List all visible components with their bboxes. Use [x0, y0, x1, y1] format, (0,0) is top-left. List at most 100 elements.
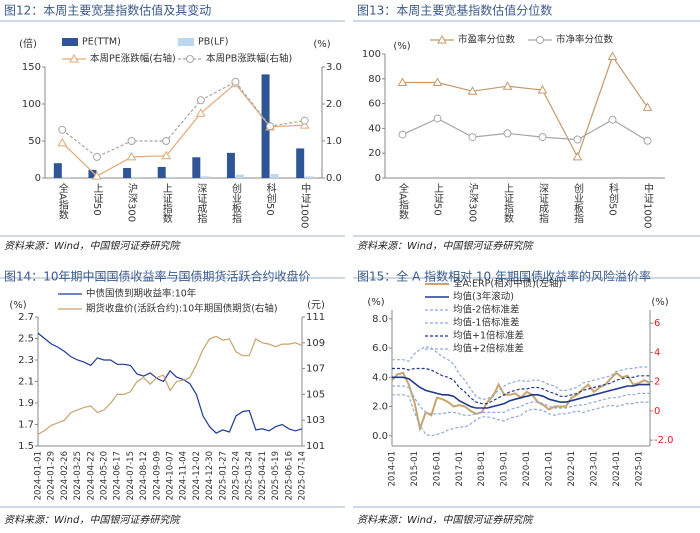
y-axis-unit: (%) [393, 41, 410, 52]
series-line [392, 394, 650, 437]
y2-tick-label: 111 [306, 312, 325, 323]
marker [162, 137, 171, 145]
series-line [392, 376, 650, 409]
x-tick-label: 2016-01 [432, 451, 442, 487]
bar [166, 176, 175, 178]
x-tick-label: 2024-06-17 [113, 451, 123, 500]
y-tick-label: 4.0 [372, 372, 388, 383]
marker [161, 150, 172, 160]
source-note: 资料来源：Wind，中国银河证券研究院 [4, 514, 181, 526]
source-note: 资料来源：Wind，中国银河证券研究院 [4, 240, 181, 252]
marker [433, 114, 442, 123]
marker [196, 96, 205, 105]
y-axis-unit: (%) [367, 297, 384, 308]
x-tick-label: 2025-02-24 [232, 451, 242, 500]
y2-axis-unit: (%) [313, 39, 330, 50]
marker [536, 36, 544, 44]
y-tick-label: 0 [375, 173, 381, 184]
legend-label: 市净率分位数 [556, 34, 614, 46]
marker [92, 152, 101, 161]
y-tick-label: 2.3 [18, 355, 34, 366]
x-tick-label: 2025-04-21 [258, 451, 268, 500]
x-tick-label: 2024-01-29 [47, 451, 57, 500]
y-tick-label: 2.1 [18, 377, 34, 388]
x-tick-label: 2024-09-09 [152, 451, 162, 500]
y2-tick-label: 2 [654, 377, 660, 388]
x-tick-label: 全A指数 [56, 182, 68, 221]
chart-title: 图13：本周主要宽基指数估值分位数 [357, 3, 552, 18]
x-tick-label: 2022-01 [567, 451, 577, 487]
series-line [402, 55, 648, 159]
marker [502, 81, 513, 90]
marker [266, 122, 275, 131]
x-tick-label: 2024-12-30 [205, 451, 215, 500]
x-tick-label: 创业板指 [572, 182, 584, 224]
y-tick-label: 150 [22, 62, 41, 73]
x-tick-label: 2018-01 [477, 451, 487, 487]
bar [157, 166, 166, 178]
marker [642, 102, 653, 111]
y-tick-label: 60 [368, 99, 381, 110]
bar [235, 174, 244, 178]
y2-axis-unit: (元) [307, 300, 325, 311]
x-tick-label: 2024-01-01 [34, 451, 44, 500]
bar [88, 169, 97, 178]
y2-tick-label: 107 [306, 364, 325, 375]
y-tick-label: 1.7 [18, 420, 34, 431]
y-tick-label: 6.0 [372, 343, 388, 354]
marker [608, 115, 617, 124]
chart-title: 图14：10年期中国国债收益率与国债期货活跃合约收盘价 [4, 269, 311, 284]
legend-label: 本周PB涨跌幅(右轴) [206, 53, 292, 65]
y-tick-label: 50 [28, 136, 41, 147]
x-tick-label: 科创50 [607, 182, 619, 216]
y2-tick-label: 105 [306, 389, 325, 400]
marker [432, 77, 443, 87]
legend-label: 中债国债到期收益率:10年 [86, 288, 197, 300]
x-tick-label: 中证1000 [642, 182, 654, 229]
x-tick-label: 2025-01-27 [218, 451, 228, 500]
bar [296, 148, 305, 178]
marker [300, 116, 309, 125]
series-line [392, 345, 650, 400]
legend-label: 全A:ERP(相对中债)(左轴) [453, 278, 562, 290]
y-axis-unit: (%) [9, 300, 26, 311]
y2-tick-label: -2.0 [654, 435, 674, 446]
x-tick-label: 2025-05-19 [271, 451, 281, 500]
series-line [37, 332, 303, 434]
x-tick-label: 2019-01 [500, 451, 510, 487]
x-tick-label: 2024-02-26 [60, 451, 70, 500]
series-line [391, 371, 651, 433]
legend-swatch [178, 38, 194, 46]
chart-title: 图12：本周主要宽基指数估值及其变动 [4, 3, 211, 18]
legend-label: PE(TTM) [82, 37, 121, 48]
marker [398, 130, 407, 139]
marker [195, 108, 206, 117]
x-tick-label: 2024-01 [612, 451, 622, 487]
bar [53, 163, 62, 178]
x-tick-label: 2014-01 [388, 451, 398, 487]
legend-label: 本周PE涨跌幅(右轴) [90, 53, 176, 65]
x-tick-label: 2024-11-04 [179, 451, 189, 500]
x-tick-label: 全A指数 [397, 182, 409, 221]
x-tick-label: 2024-05-20 [100, 451, 110, 500]
y-tick-label: 0 [35, 173, 41, 184]
x-tick-label: 2020-01 [522, 451, 532, 487]
legend-label: 均值-1倍标准差 [453, 317, 519, 329]
marker [643, 136, 652, 145]
x-tick-label: 2017-01 [455, 451, 465, 487]
y-tick-label: 40 [368, 123, 381, 134]
x-tick-label: 2015-01 [410, 451, 420, 487]
marker [127, 137, 136, 145]
series-line [61, 81, 305, 158]
bar [132, 176, 141, 178]
marker [69, 53, 79, 63]
marker [126, 151, 137, 161]
y2-axis-unit: (%) [651, 297, 668, 308]
y2-tick-label: 1.0 [326, 136, 342, 147]
bar [192, 157, 201, 178]
bar [305, 176, 314, 178]
marker [92, 171, 102, 180]
bar [62, 176, 71, 178]
marker [468, 133, 477, 142]
